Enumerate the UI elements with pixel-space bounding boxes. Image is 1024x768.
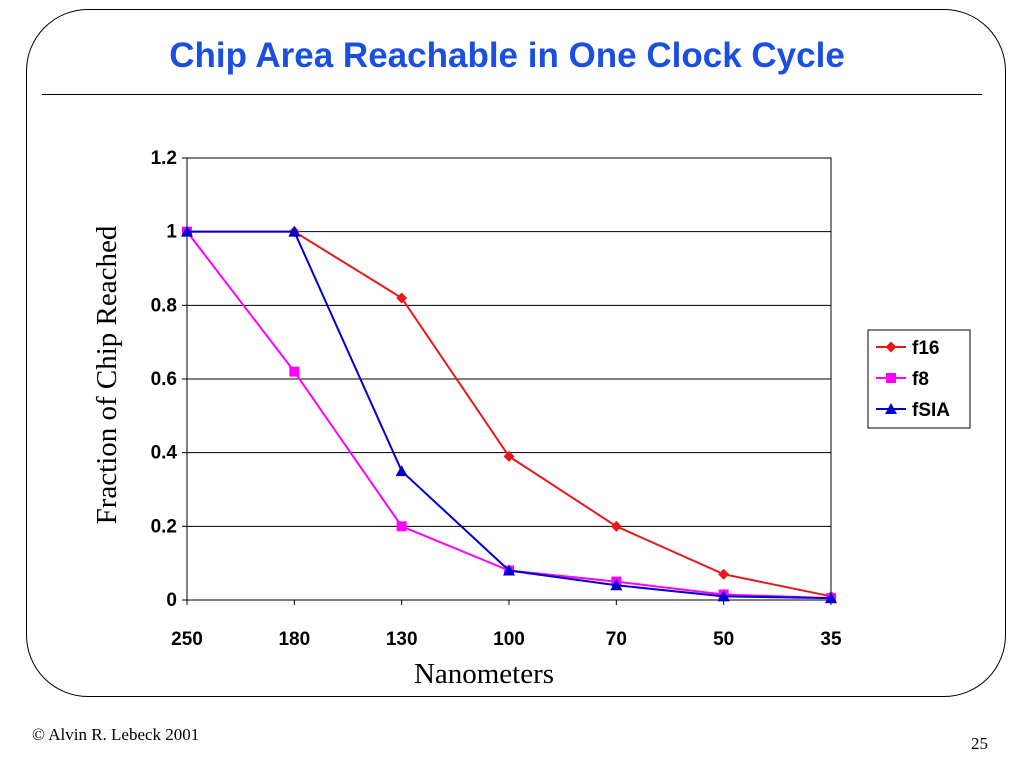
data-point-f16 — [503, 450, 515, 462]
y-tick-label: 1 — [166, 222, 177, 243]
data-point-fSIA — [503, 564, 515, 576]
data-point-f8 — [396, 521, 407, 532]
x-tick-label: 100 — [493, 629, 525, 650]
legend-label: f16 — [912, 338, 939, 359]
data-point-f16 — [718, 568, 730, 580]
y-tick-label: 0 — [166, 590, 177, 611]
data-point-fSIA — [717, 590, 730, 602]
copyright-footer: © Alvin R. Lebeck 2001 — [32, 725, 200, 744]
legend-marker — [885, 403, 897, 414]
x-axis-title: Nanometers — [414, 658, 554, 690]
series-fSIA — [181, 225, 837, 604]
x-tick-label: 35 — [820, 629, 842, 650]
y-tick-label: 0.8 — [151, 295, 177, 316]
slide-frame — [26, 9, 1006, 697]
page-number: 25 — [971, 734, 988, 753]
data-point-f8 — [289, 366, 300, 377]
data-point-f16 — [610, 520, 622, 532]
y-axis-title: Fraction of Chip Reached — [91, 225, 123, 524]
data-point-fSIA — [610, 579, 623, 591]
x-tick-label: 250 — [171, 629, 203, 650]
y-tick-label: 0.6 — [151, 369, 177, 390]
y-tick-label: 0.4 — [151, 443, 178, 464]
legend: f16 f8 fSIA — [867, 329, 971, 429]
y-tick-label: 1.2 — [151, 148, 177, 169]
data-point-fSIA — [181, 225, 193, 237]
data-point-fSIA — [288, 225, 301, 237]
data-point-fSIA — [825, 592, 837, 604]
legend-marker — [886, 373, 896, 383]
legend-marker — [885, 341, 897, 353]
data-point-fSIA — [395, 465, 408, 477]
legend-label: fSIA — [912, 400, 950, 421]
slide-title: Chip Area Reachable in One Clock Cycle — [169, 36, 845, 75]
x-tick-label: 50 — [713, 629, 734, 650]
legend-label: f8 — [912, 369, 929, 390]
title-divider — [42, 94, 982, 95]
y-tick-label: 0.2 — [151, 516, 177, 537]
data-point-f16 — [396, 292, 408, 304]
x-tick-label: 130 — [386, 629, 418, 650]
x-tick-label: 180 — [278, 629, 310, 650]
x-tick-label: 70 — [606, 629, 627, 650]
